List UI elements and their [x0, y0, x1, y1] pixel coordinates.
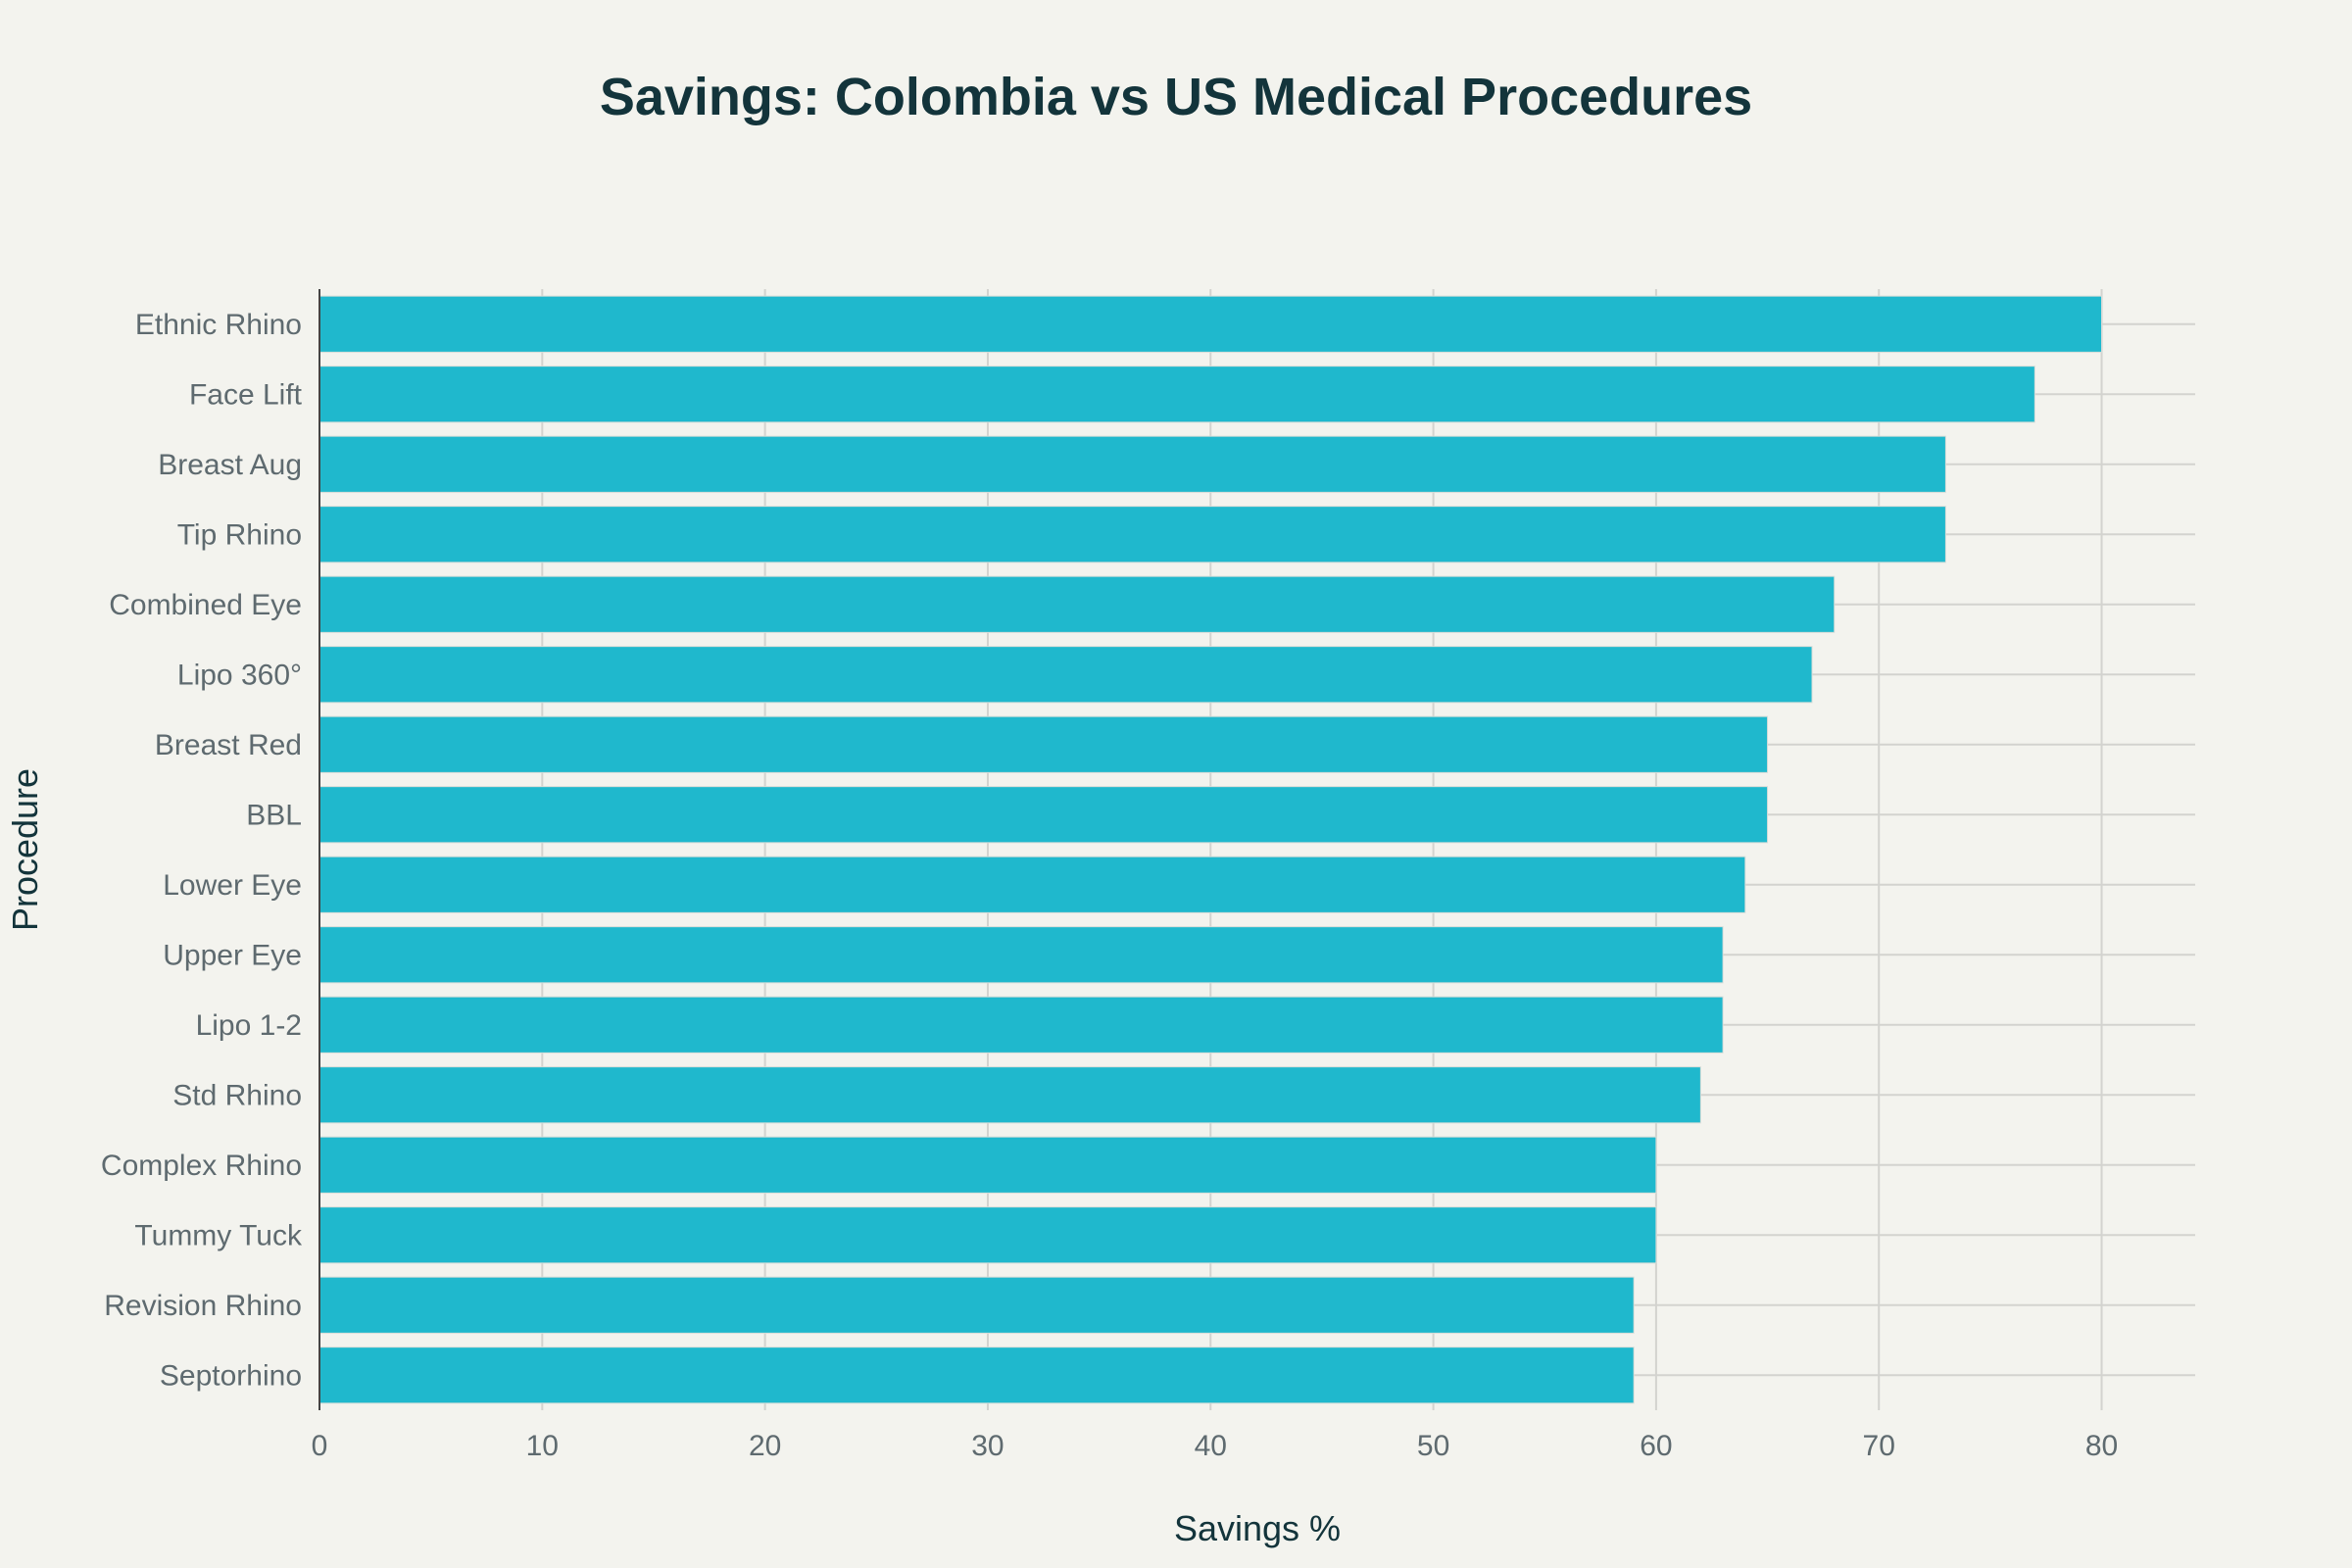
bar: [318, 506, 1946, 564]
y-tick-label: Tip Rhino: [177, 518, 302, 551]
y-tick-label: Revision Rhino: [104, 1290, 302, 1322]
bar: [318, 366, 2035, 423]
x-tick-labels: 0 10 20 30 40 50 60 70 80: [312, 1430, 2119, 1462]
y-tick-label: Upper Eye: [163, 939, 302, 971]
y-tick-label: Complex Rhino: [101, 1150, 302, 1182]
y-tick-label: Combined Eye: [109, 589, 302, 621]
x-tick-label: 20: [749, 1430, 781, 1462]
y-tick-label: Ethnic Rhino: [135, 309, 302, 341]
bar: [318, 1276, 1635, 1334]
y-tick-label: Lipo 360°: [177, 659, 302, 691]
y-tick-label: Septorhino: [160, 1359, 302, 1392]
x-axis-label: Savings %: [1174, 1508, 1341, 1548]
y-tick-label: Std Rhino: [172, 1079, 302, 1111]
x-tick-label: 50: [1417, 1430, 1449, 1462]
bars: [318, 295, 2103, 1404]
y-tick-label: Face Lift: [189, 378, 303, 411]
x-tick-label: 80: [2085, 1430, 2118, 1462]
bar: [318, 715, 1769, 773]
y-tick-label: Tummy Tuck: [134, 1219, 303, 1251]
y-tick-label: Breast Aug: [158, 449, 302, 481]
bar: [318, 786, 1769, 844]
bar: [318, 1206, 1657, 1264]
x-tick-label: 0: [312, 1430, 328, 1462]
bar: [318, 926, 1724, 984]
chart-title: Savings: Colombia vs US Medical Procedur…: [600, 68, 1752, 126]
y-tick-label: Breast Red: [155, 729, 302, 761]
y-axis-label: Procedure: [5, 768, 45, 931]
bar: [318, 295, 2103, 353]
bar: [318, 996, 1724, 1054]
y-tick-labels: Ethnic Rhino Face Lift Breast Aug Tip Rhino…: [101, 309, 303, 1393]
bar: [318, 1136, 1657, 1194]
bar: [318, 1347, 1635, 1404]
x-tick-label: 40: [1195, 1430, 1227, 1462]
bar: [318, 435, 1946, 493]
x-tick-label: 70: [1863, 1430, 1895, 1462]
x-tick-label: 10: [526, 1430, 559, 1462]
x-tick-label: 60: [1640, 1430, 1672, 1462]
y-tick-label: BBL: [246, 799, 302, 831]
bar: [318, 856, 1746, 913]
x-tick-label: 30: [971, 1430, 1004, 1462]
bar: [318, 575, 1836, 633]
bar: [318, 1066, 1701, 1124]
bar: [318, 646, 1813, 704]
y-tick-label: Lower Eye: [163, 869, 302, 902]
y-tick-label: Lipo 1-2: [196, 1009, 302, 1042]
